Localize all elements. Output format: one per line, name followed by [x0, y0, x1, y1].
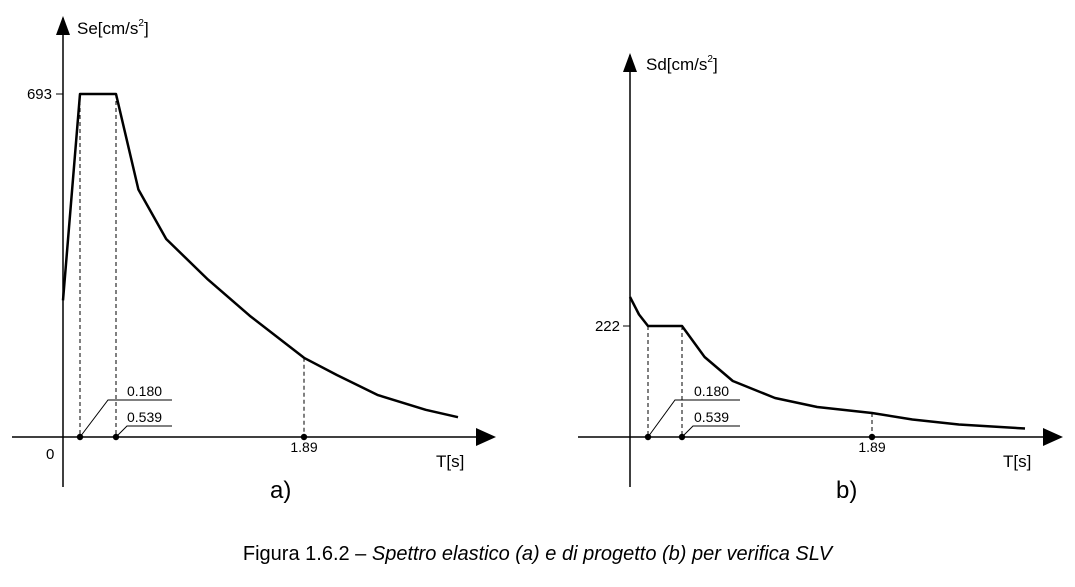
chart-a-mark-label-0180: 0.180: [127, 383, 162, 399]
chart-b-guides: [644, 326, 876, 441]
chart-a-leader-1: [115, 425, 172, 438]
chart-b-mark-label-0539: 0.539: [694, 409, 729, 425]
chart-b-spectrum-line: [628, 296, 1026, 430]
chart-a-leader-0: [79, 399, 172, 438]
chart-a: Se[cm/s2] T[s] 0 693 0.180 0.539 1.89 a): [12, 16, 496, 504]
chart-a-mark-dot-2: [300, 433, 308, 441]
chart-b-mark-label-0180: 0.180: [694, 383, 729, 399]
chart-a-mark-label-0539: 0.539: [127, 409, 162, 425]
chart-b-leader-1: [681, 425, 740, 438]
chart-a-ylabel-main: Se[cm/s: [77, 19, 138, 38]
caption-prefix: Figura 1.6.2 –: [242, 543, 372, 565]
chart-a-y-axis-arrow-icon: [56, 16, 70, 35]
chart-b-x-axis-arrow-icon: [1043, 428, 1063, 446]
chart-b: Sd[cm/s2] T[s] 222 0.180 0.539 1.89 b): [578, 53, 1063, 504]
chart-b-ylabel-close: ]: [713, 55, 718, 74]
chart-a-spectrum-line: [61, 92, 459, 419]
chart-b-leader-0: [647, 399, 740, 438]
chart-b-xlabel: T[s]: [1003, 452, 1031, 471]
figure-caption: Figura 1.6.2 – Spettro elastico (a) e di…: [0, 543, 1075, 566]
chart-a-origin-label: 0: [46, 446, 54, 463]
chart-a-ylabel-close: ]: [144, 19, 149, 38]
chart-a-ytick-label: 693: [27, 86, 52, 103]
chart-b-ylabel-exp: 2: [707, 54, 713, 65]
chart-a-panel-label: a): [270, 477, 291, 504]
chart-a-x-axis-arrow-icon: [476, 428, 496, 446]
chart-a-mark-label-189: 1.89: [290, 439, 317, 455]
caption-italic: Spettro elastico (a) e di progetto (b) p…: [371, 543, 833, 565]
chart-b-ylabel: Sd[cm/s2]: [646, 54, 718, 74]
chart-b-mark-dot-2: [868, 433, 876, 441]
chart-b-ytick-label: 222: [595, 318, 620, 335]
chart-b-mark-label-189: 1.89: [858, 439, 885, 455]
chart-a-ylabel: Se[cm/s2]: [77, 18, 149, 38]
chart-a-xlabel: T[s]: [436, 452, 464, 471]
chart-a-guides: [76, 94, 308, 441]
chart-a-ylabel-exp: 2: [138, 18, 144, 29]
chart-b-panel-label: b): [836, 477, 857, 504]
chart-b-y-axis-arrow-icon: [623, 53, 637, 72]
chart-b-ylabel-main: Sd[cm/s: [646, 55, 707, 74]
